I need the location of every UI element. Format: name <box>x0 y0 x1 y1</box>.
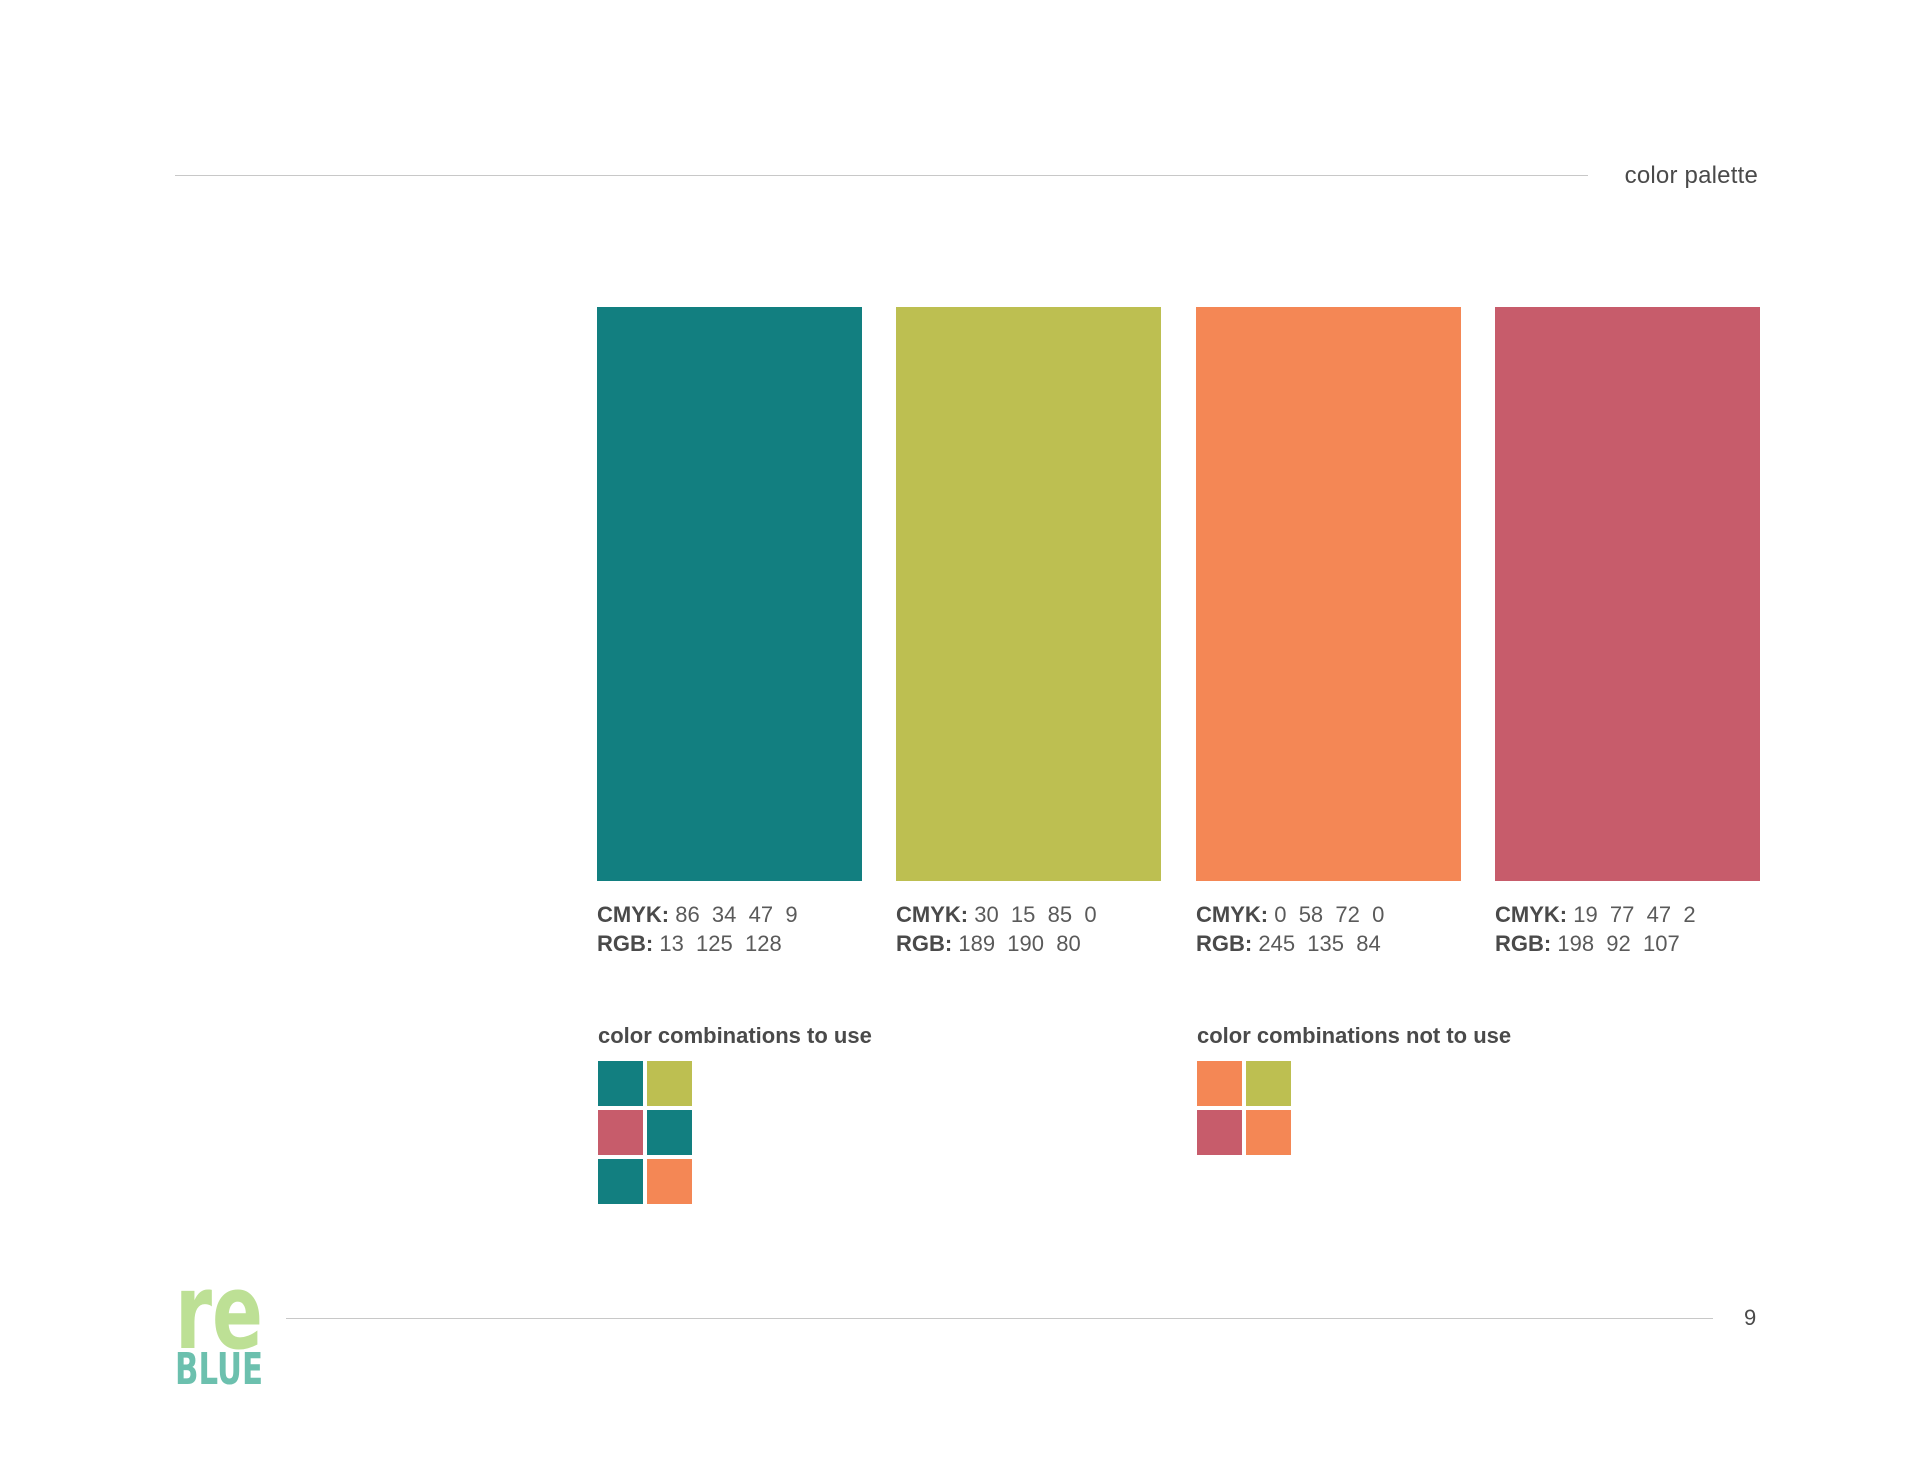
combination-swatch <box>647 1159 692 1204</box>
rgb-value: 198 92 107 <box>1557 931 1680 956</box>
combination-row <box>598 1159 692 1204</box>
cmyk-value: 0 58 72 0 <box>1274 902 1385 927</box>
cmyk-label: CMYK: <box>896 902 969 927</box>
combination-swatch <box>1246 1061 1291 1106</box>
combination-swatch <box>598 1110 643 1155</box>
combination-row <box>598 1061 692 1106</box>
section-title: color palette <box>1624 162 1758 189</box>
combinations-to-use-grid <box>598 1061 692 1208</box>
cmyk-value: 86 34 47 9 <box>675 902 798 927</box>
combination-row <box>1197 1061 1291 1106</box>
combinations-not-to-use-grid <box>1197 1061 1291 1159</box>
combination-swatch <box>1197 1110 1242 1155</box>
footer-divider <box>286 1318 1713 1319</box>
combination-swatch <box>1197 1061 1242 1106</box>
cmyk-label: CMYK: <box>1495 902 1568 927</box>
swatch-info-teal: CMYK: 86 34 47 9 RGB: 13 125 128 <box>597 900 798 958</box>
swatch-info-olive: CMYK: 30 15 85 0 RGB: 189 190 80 <box>896 900 1097 958</box>
reblue-logo: re BLUE <box>175 1251 263 1386</box>
logo-blue: BLUE <box>175 1344 263 1386</box>
logo-re: re <box>175 1251 263 1373</box>
combination-swatch <box>1246 1110 1291 1155</box>
cmyk-label: CMYK: <box>1196 902 1269 927</box>
swatch-olive <box>896 307 1161 881</box>
cmyk-value: 30 15 85 0 <box>974 902 1097 927</box>
rgb-label: RGB: <box>597 931 654 956</box>
combination-swatch <box>598 1061 643 1106</box>
combination-row <box>1197 1110 1291 1155</box>
combination-row <box>598 1110 692 1155</box>
rgb-label: RGB: <box>1495 931 1552 956</box>
combinations-to-use-title: color combinations to use <box>598 1023 872 1048</box>
combinations-not-to-use-title: color combinations not to use <box>1197 1023 1512 1048</box>
rgb-value: 189 190 80 <box>958 931 1081 956</box>
cmyk-value: 19 77 47 2 <box>1573 902 1696 927</box>
rgb-label: RGB: <box>896 931 953 956</box>
combination-swatch <box>598 1159 643 1204</box>
page-number: 9 <box>1744 1305 1757 1330</box>
swatch-orange <box>1196 307 1461 881</box>
swatch-info-rose: CMYK: 19 77 47 2 RGB: 198 92 107 <box>1495 900 1696 958</box>
combination-swatch <box>647 1061 692 1106</box>
swatch-rose <box>1495 307 1760 881</box>
cmyk-label: CMYK: <box>597 902 670 927</box>
rgb-value: 13 125 128 <box>659 931 782 956</box>
header-divider <box>175 175 1588 176</box>
combination-swatch <box>647 1110 692 1155</box>
rgb-label: RGB: <box>1196 931 1253 956</box>
swatch-info-orange: CMYK: 0 58 72 0 RGB: 245 135 84 <box>1196 900 1384 958</box>
swatch-teal <box>597 307 862 881</box>
rgb-value: 245 135 84 <box>1258 931 1381 956</box>
